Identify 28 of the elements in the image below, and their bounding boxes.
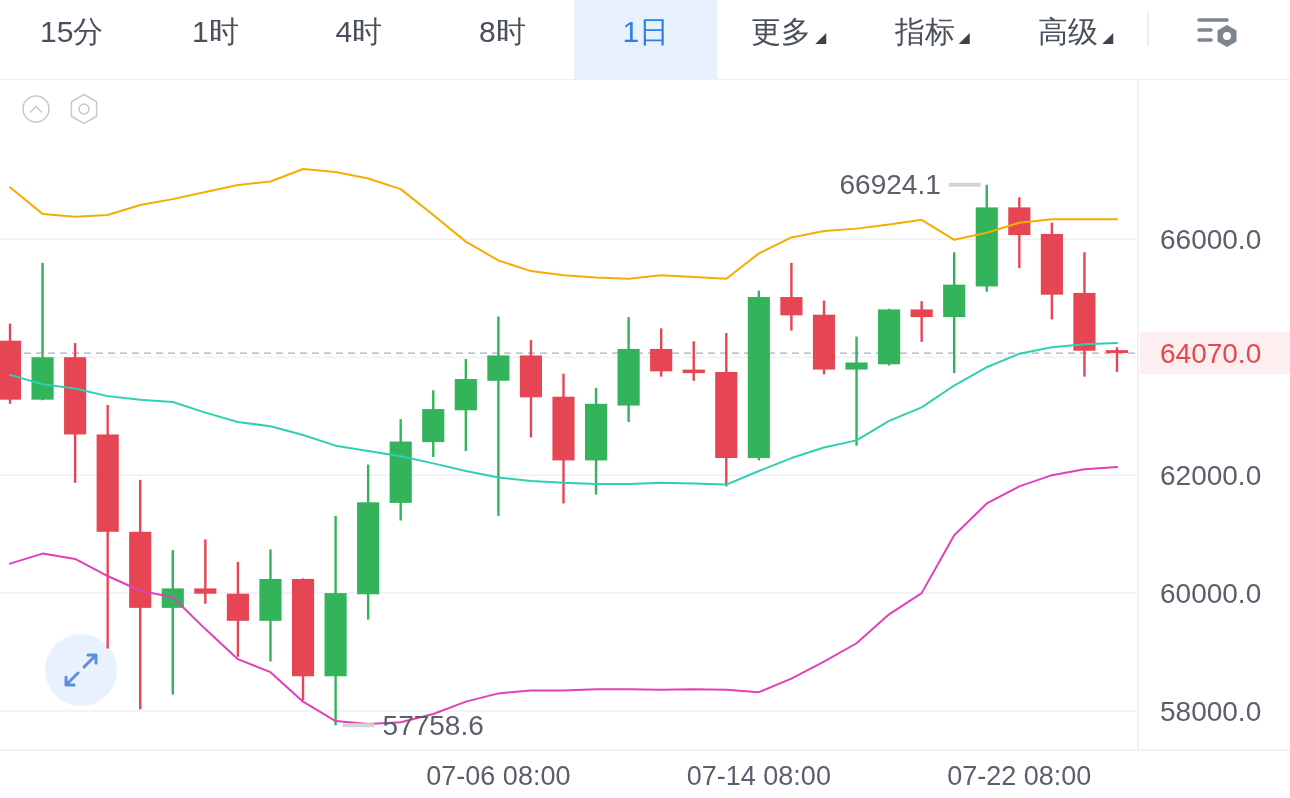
text: 更多 xyxy=(751,14,812,48)
text: 1日 xyxy=(622,14,670,48)
annotation: 57758.6 xyxy=(382,709,484,741)
candlestick xyxy=(161,548,184,696)
line-series xyxy=(9,342,1118,486)
y-tick-label: 62000.0 xyxy=(1160,459,1262,491)
ref-line-label: 64070.0 xyxy=(1160,337,1262,369)
text: 高级 xyxy=(1038,14,1099,48)
y-tick-label: 66000.0 xyxy=(1160,223,1262,255)
candlestick xyxy=(1105,345,1129,374)
candlestick xyxy=(780,261,803,332)
annotation: 66924.1 xyxy=(839,169,941,201)
text: 8时 xyxy=(478,14,526,48)
text: 4时 xyxy=(335,14,383,48)
x-tick-label: 07-14 08:00 xyxy=(686,761,831,791)
candlestick xyxy=(194,538,217,605)
x-tick-label: 07-06 08:00 xyxy=(426,761,571,791)
x-tick-label: 07-22 08:00 xyxy=(947,761,1092,791)
line-series xyxy=(9,168,1118,280)
text: 15分 xyxy=(40,14,104,48)
text: 指标 xyxy=(893,14,955,48)
candlestick xyxy=(910,299,933,344)
text: 1时 xyxy=(191,14,239,48)
y-tick-label: 58000.0 xyxy=(1160,695,1262,727)
candlestick xyxy=(650,327,673,378)
candlestick xyxy=(845,335,868,447)
y-tick-label: 60000.0 xyxy=(1160,577,1262,609)
candlestick xyxy=(487,315,510,518)
